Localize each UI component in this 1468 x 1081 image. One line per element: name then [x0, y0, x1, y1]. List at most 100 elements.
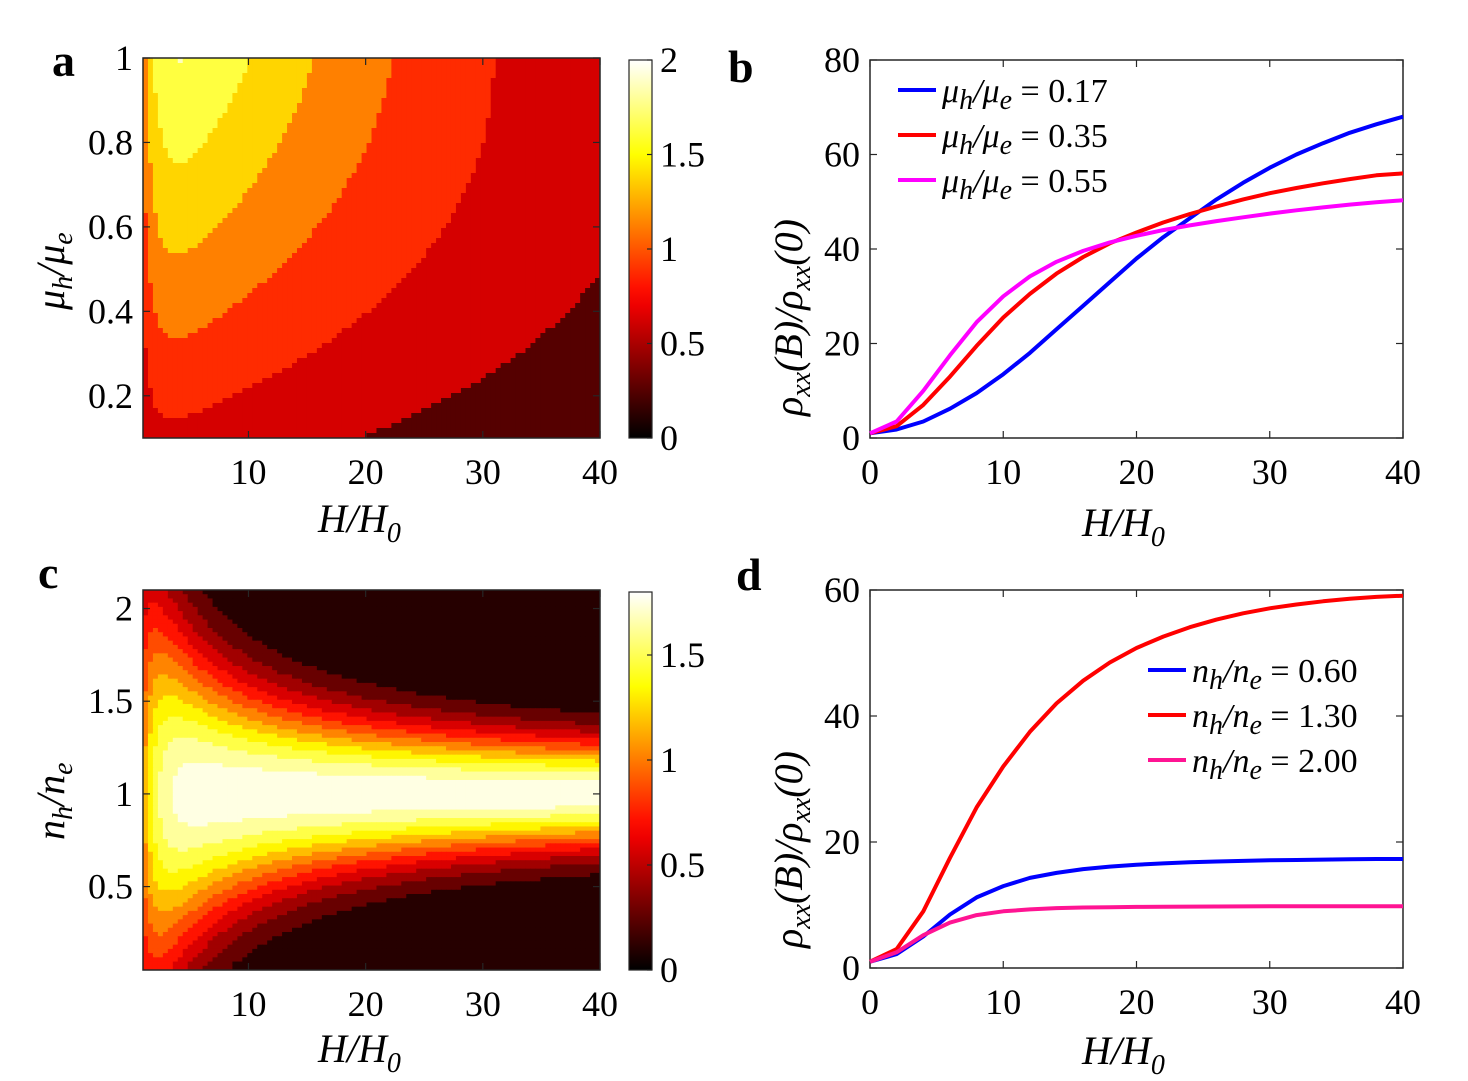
heatmap-cell — [550, 318, 556, 324]
heatmap-cell — [227, 233, 234, 239]
heatmap-cell — [157, 198, 164, 204]
heatmap-cell — [301, 288, 308, 294]
heatmap-cell — [550, 143, 556, 149]
heatmap-cell — [376, 58, 383, 64]
heatmap-cell — [252, 243, 258, 249]
heatmap-cell — [341, 208, 348, 214]
heatmap-cell — [292, 113, 298, 119]
heatmap-cell — [465, 193, 472, 199]
heatmap-cell — [212, 323, 219, 329]
heatmap-cell — [535, 183, 541, 189]
heatmap-cell — [560, 198, 566, 204]
heatmap-cell — [292, 253, 298, 259]
heatmap-cell — [227, 298, 234, 304]
heatmap-cell — [545, 58, 551, 64]
heatmap-cell — [227, 263, 234, 269]
heatmap-cell — [341, 258, 348, 264]
heatmap-cell — [366, 238, 373, 244]
heatmap-cell — [575, 163, 581, 169]
heatmap-cell — [381, 298, 387, 304]
heatmap-cell — [515, 168, 522, 174]
heatmap-cell — [580, 288, 586, 294]
heatmap-cell — [545, 98, 551, 104]
heatmap-cell — [152, 108, 159, 114]
heatmap-cell — [277, 213, 283, 219]
heatmap-cell — [272, 308, 278, 314]
heatmap-cell — [500, 243, 507, 249]
heatmap-cell — [525, 318, 532, 324]
heatmap-cell — [207, 198, 214, 204]
heatmap-cell — [172, 288, 179, 294]
heatmap-cell — [396, 163, 402, 169]
heatmap-cell — [232, 158, 238, 164]
heatmap-cell — [336, 243, 343, 249]
heatmap-cell — [446, 228, 452, 234]
heatmap-cell — [525, 153, 532, 159]
heatmap-cell — [515, 108, 522, 114]
heatmap-cell — [535, 228, 541, 234]
heatmap-cell — [510, 158, 517, 164]
heatmap-cell — [296, 263, 303, 269]
heatmap-cell — [321, 233, 328, 239]
heatmap-cell — [212, 128, 219, 134]
heatmap-cell — [381, 283, 387, 289]
heatmap-cell — [590, 263, 596, 269]
heatmap-cell — [495, 213, 502, 219]
heatmap-cell — [257, 288, 263, 294]
heatmap-cell — [436, 283, 442, 289]
heatmap-cell — [500, 308, 507, 314]
heatmap-cell — [401, 138, 407, 144]
heatmap-cell — [157, 303, 164, 309]
heatmap-cell — [480, 178, 487, 184]
heatmap-cell — [455, 238, 462, 244]
heatmap-cell — [555, 113, 561, 119]
heatmap-cell — [232, 213, 238, 219]
heatmap-cell — [470, 268, 477, 274]
heatmap-cell — [167, 153, 174, 159]
heatmap-cell — [396, 168, 402, 174]
heatmap-cell — [182, 183, 189, 189]
heatmap-cell — [560, 63, 566, 69]
heatmap-cell — [217, 223, 224, 229]
heatmap-cell — [366, 303, 373, 309]
heatmap-cell — [401, 178, 407, 184]
heatmap-cell — [570, 113, 576, 119]
heatmap-cell — [500, 148, 507, 154]
heatmap-cell — [421, 253, 427, 259]
heatmap-cell — [540, 153, 546, 159]
heatmap-cell — [550, 233, 556, 239]
heatmap-cell — [416, 223, 422, 229]
heatmap-cell — [361, 123, 368, 129]
heatmap-cell — [411, 233, 417, 239]
heatmap-cell — [222, 178, 229, 184]
heatmap-cell — [172, 248, 179, 254]
heatmap-cell — [162, 183, 169, 189]
heatmap-cell — [157, 273, 164, 279]
heatmap-cell — [237, 318, 243, 324]
heatmap-cell — [401, 283, 407, 289]
heatmap-cell — [296, 118, 303, 124]
heatmap-cell — [450, 263, 457, 269]
heatmap-cell — [421, 188, 427, 194]
heatmap-cell — [157, 203, 164, 209]
heatmap-cell — [172, 253, 179, 259]
heatmap-cell — [227, 58, 234, 64]
heatmap-cell — [232, 168, 238, 174]
heatmap-cell — [560, 88, 566, 94]
heatmap-cell — [147, 248, 154, 254]
heatmap-cell — [460, 98, 467, 104]
heatmap-cell — [391, 298, 397, 304]
heatmap-cell — [595, 238, 600, 244]
heatmap-cell — [416, 268, 422, 274]
heatmap-cell — [495, 323, 502, 329]
heatmap-cell — [311, 298, 318, 304]
heatmap-cell — [565, 323, 571, 329]
heatmap-cell — [311, 243, 318, 249]
heatmap-cell — [177, 288, 184, 294]
heatmap-cell — [510, 63, 517, 69]
heatmap-cell — [212, 158, 219, 164]
heatmap-cell — [376, 318, 383, 324]
heatmap-cell — [530, 153, 537, 159]
heatmap-cell — [590, 318, 596, 324]
heatmap-cell — [490, 58, 497, 64]
